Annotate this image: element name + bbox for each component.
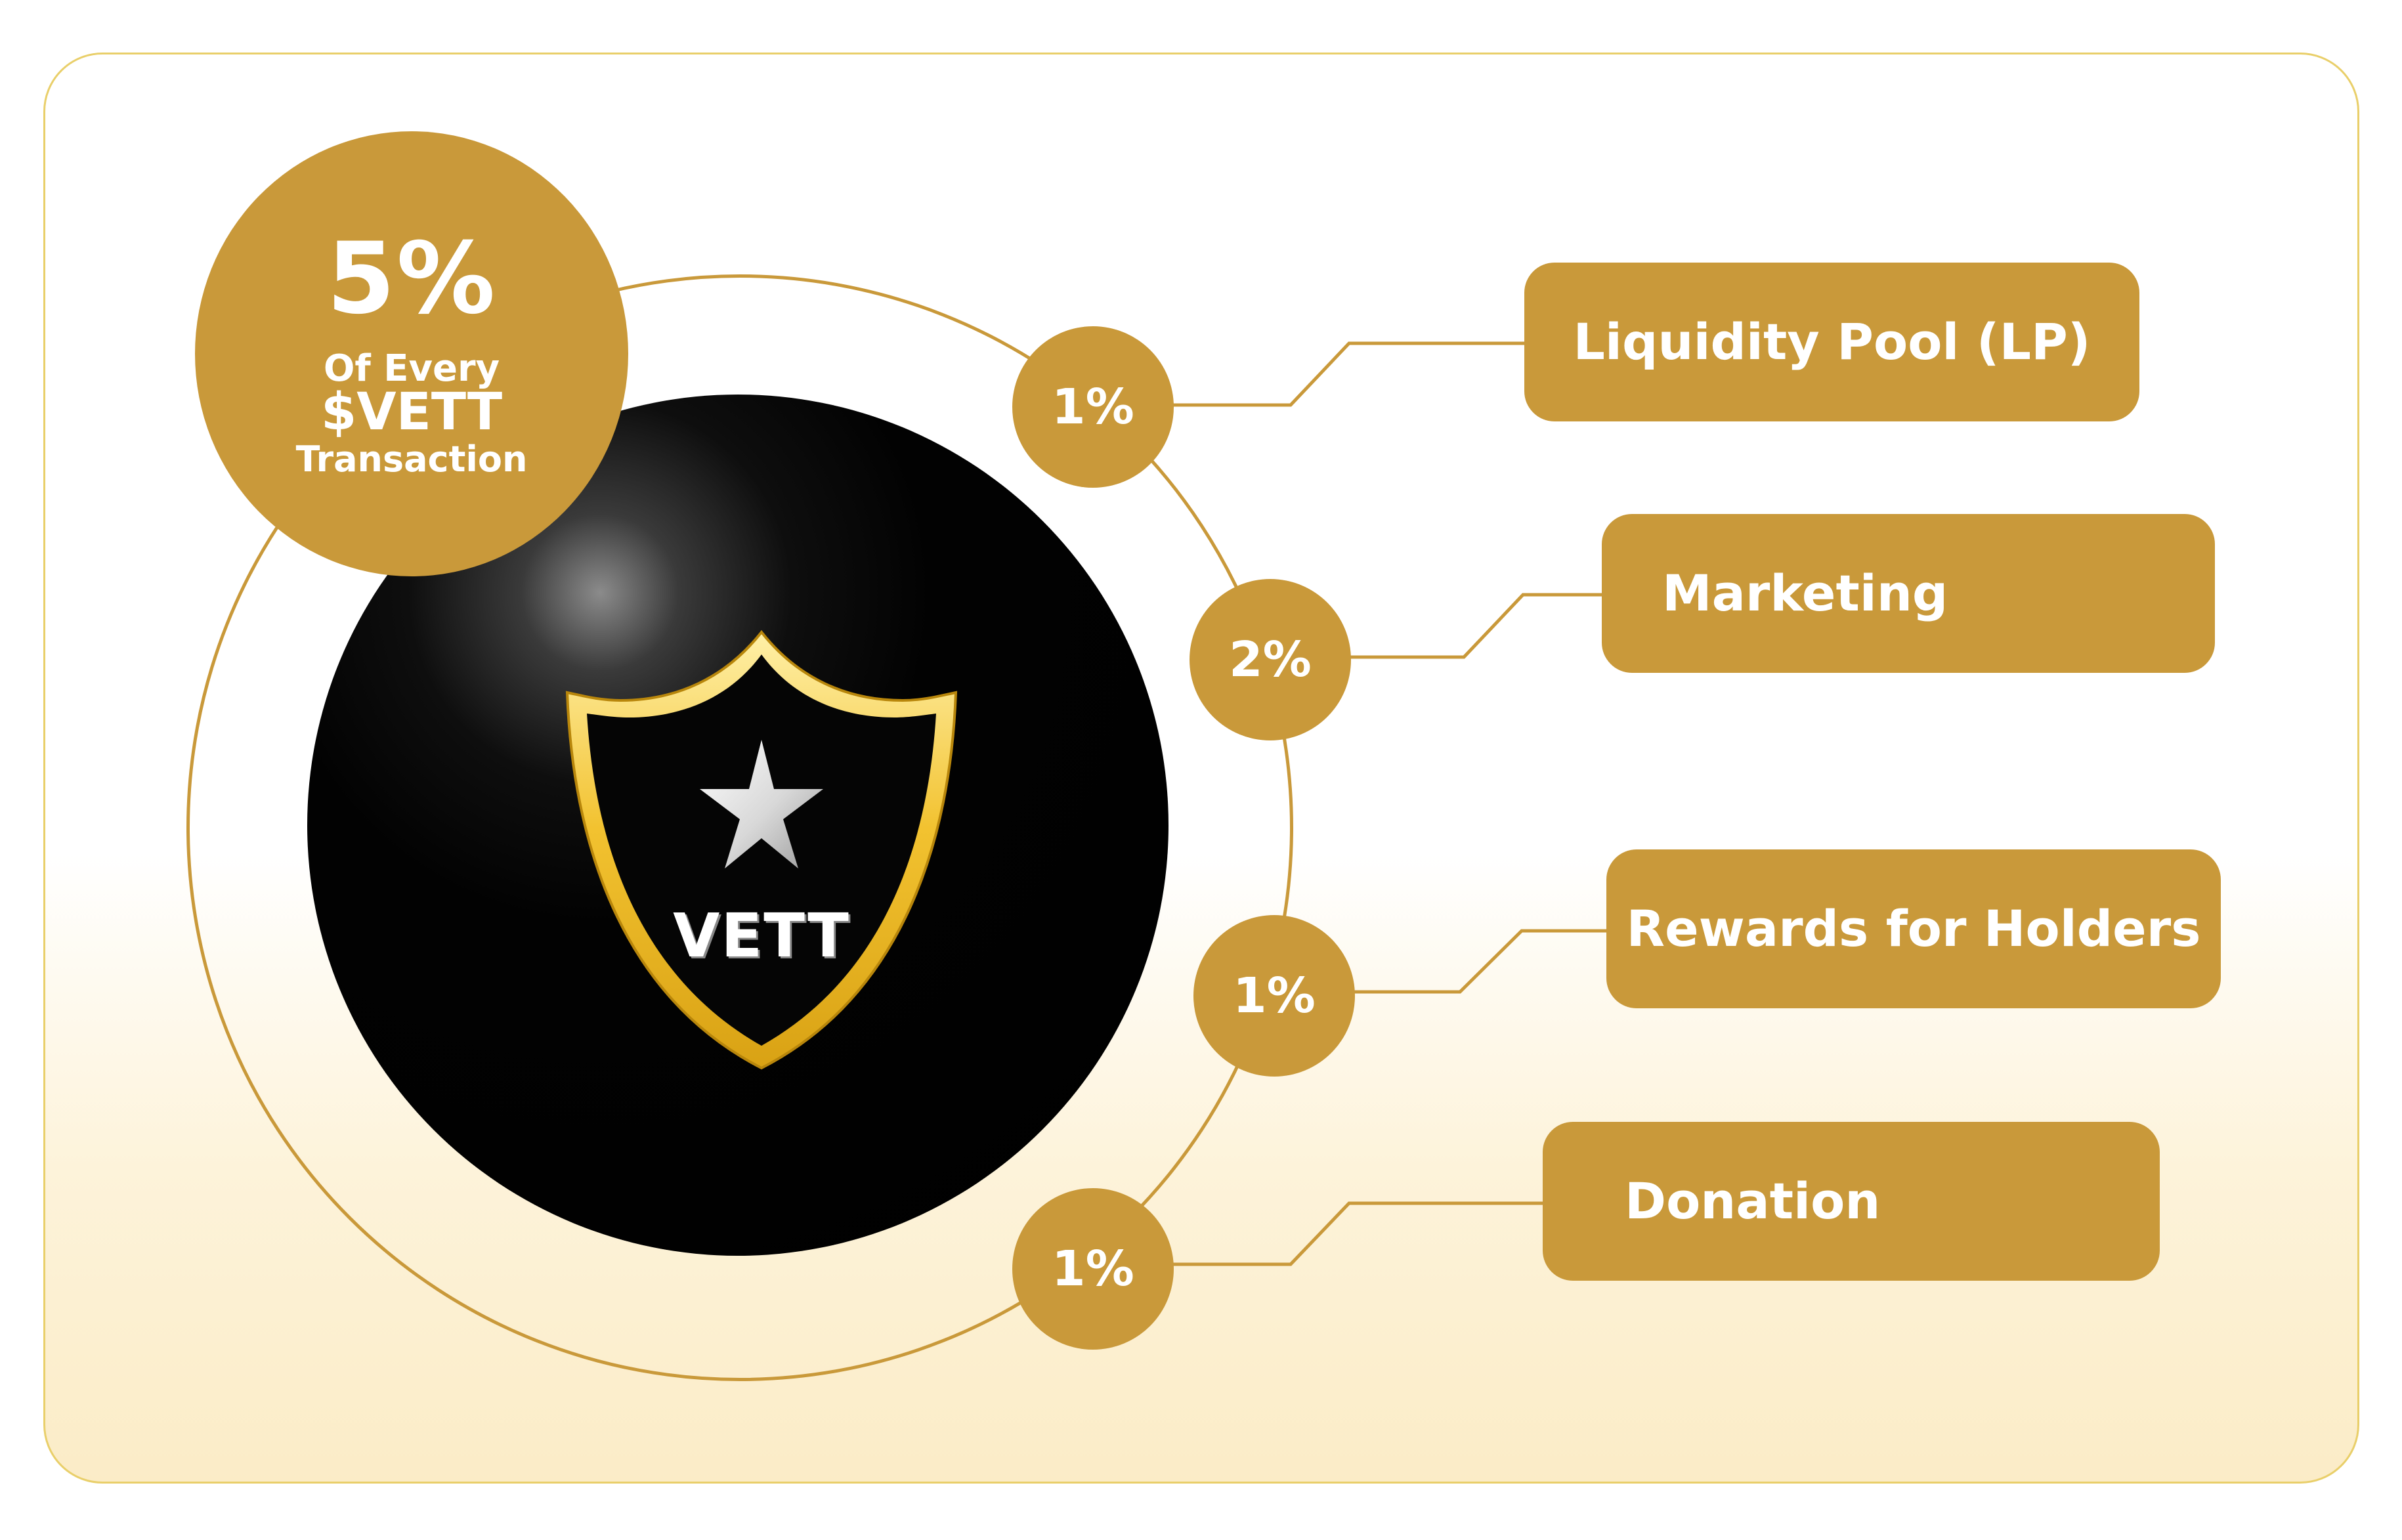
connector-marketing bbox=[1349, 593, 1606, 659]
allocation-label-rewards: Rewards for Holders bbox=[1606, 849, 2221, 1008]
connector-liquidity bbox=[1172, 341, 1528, 407]
total-tax-line3: Transaction bbox=[295, 438, 528, 480]
shield-star-icon bbox=[565, 630, 958, 1070]
total-tax-line1: Of Every bbox=[323, 347, 500, 390]
allocation-label-donation-text: Donation bbox=[1625, 1172, 1881, 1230]
total-tax-line2: $VETT bbox=[320, 383, 503, 442]
allocation-label-marketing-text: Marketing bbox=[1662, 564, 1948, 622]
allocation-label-liquidity-text: Liquidity Pool (LP) bbox=[1573, 312, 2091, 371]
allocation-label-marketing: Marketing bbox=[1602, 514, 2215, 673]
star-icon bbox=[700, 740, 823, 868]
connector-rewards bbox=[1354, 929, 1610, 994]
total-tax-badge: 5% Of Every $VETT Transaction bbox=[195, 131, 628, 576]
allocation-percent-rewards: 1% bbox=[1193, 915, 1355, 1077]
logo-text: VETT bbox=[673, 901, 850, 971]
total-tax-percent: 5% bbox=[326, 222, 497, 336]
shield-inner bbox=[587, 654, 936, 1046]
allocation-label-rewards-text: Rewards for Holders bbox=[1626, 899, 2201, 958]
allocation-label-donation: Donation bbox=[1543, 1122, 2160, 1281]
outer-ring bbox=[186, 274, 1293, 1381]
allocation-label-liquidity: Liquidity Pool (LP) bbox=[1524, 263, 2139, 421]
allocation-percent-liquidity: 1% bbox=[1012, 326, 1174, 488]
allocation-percent-marketing: 2% bbox=[1190, 579, 1351, 740]
allocation-percent-donation: 1% bbox=[1012, 1188, 1174, 1350]
connector-donation bbox=[1172, 1201, 1546, 1266]
